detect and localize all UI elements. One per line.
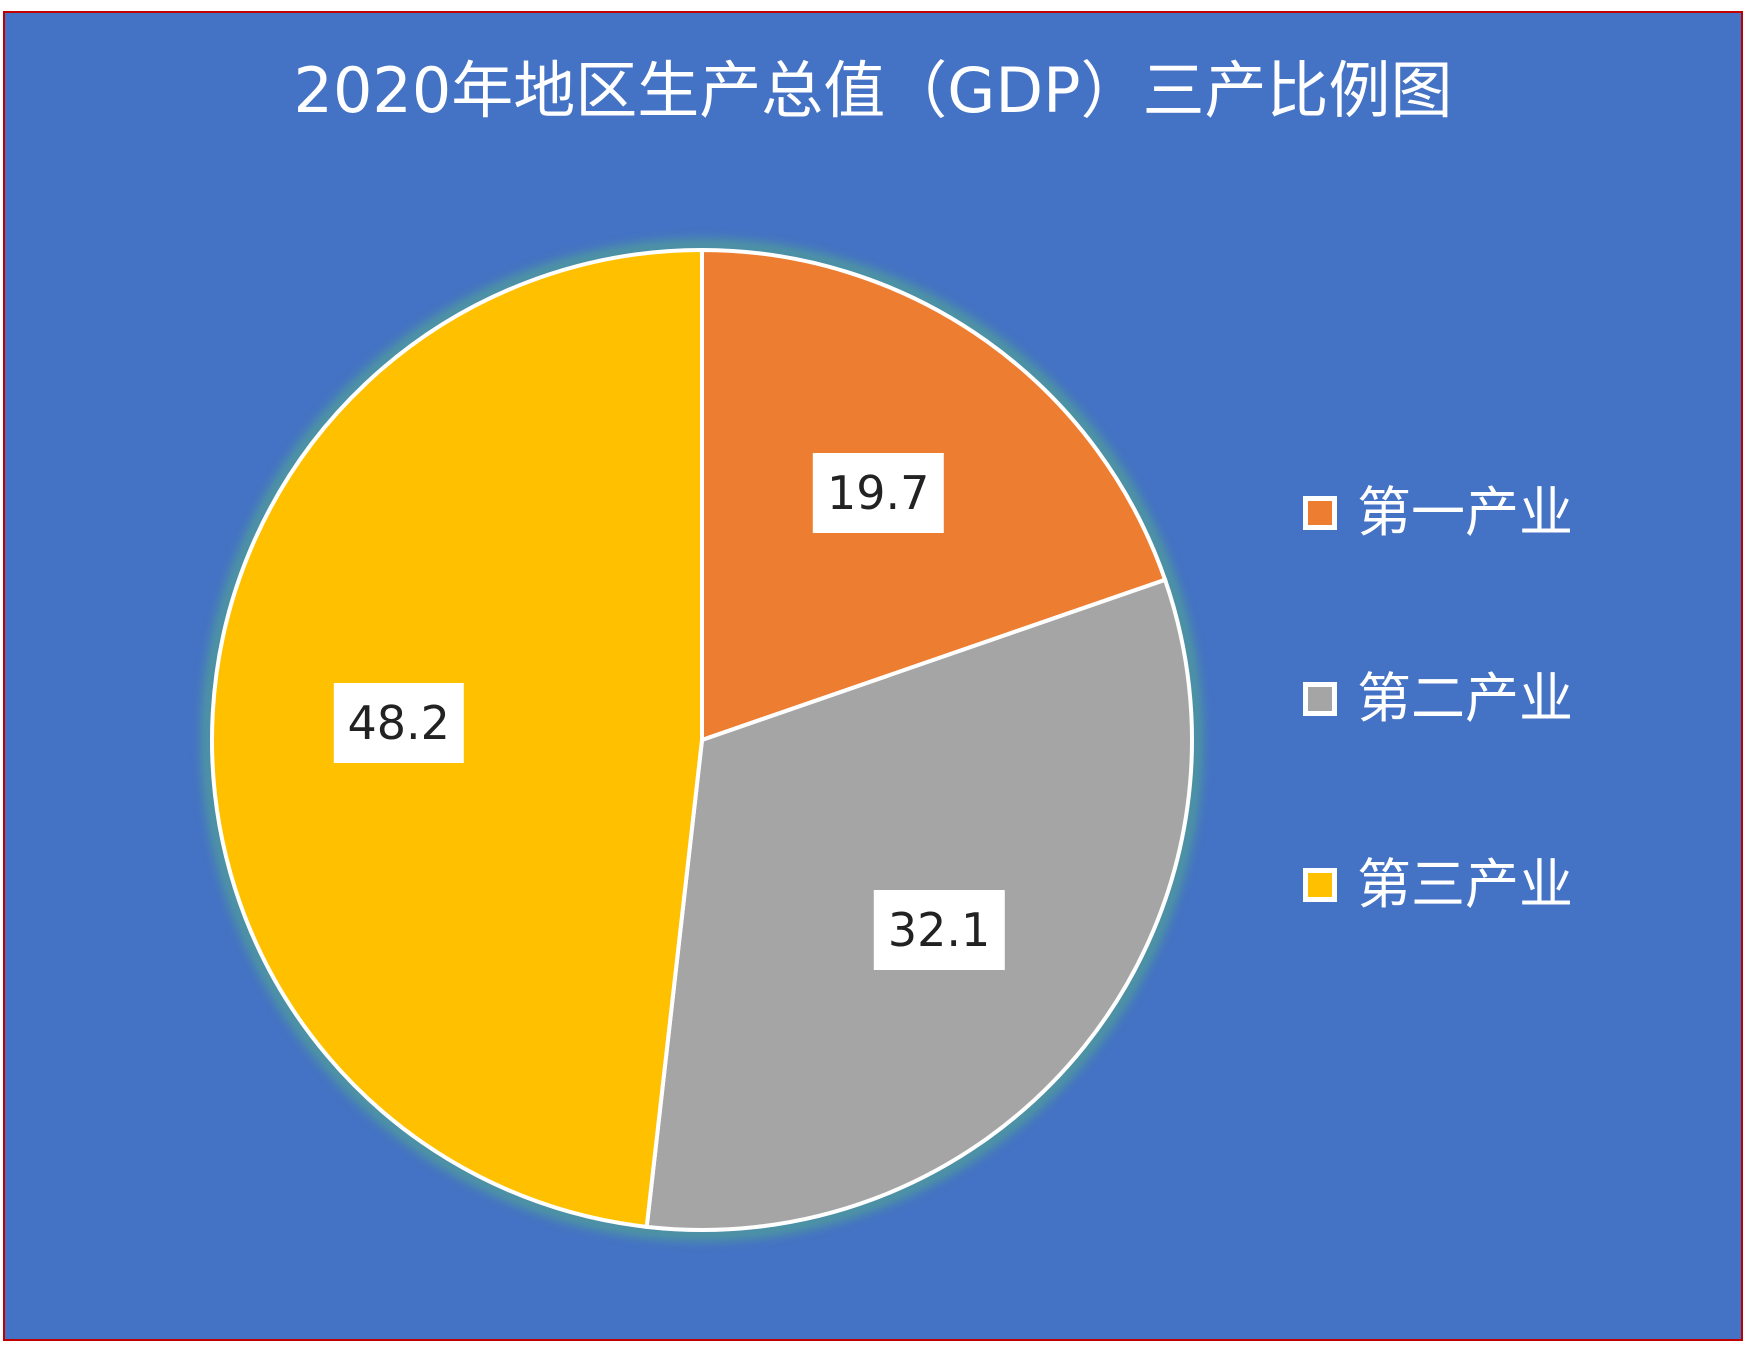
- legend-label: 第三产业: [1357, 853, 1573, 916]
- data-label: 19.7: [813, 452, 944, 533]
- legend-item[interactable]: 第二产业: [1303, 654, 1573, 744]
- data-label: 32.1: [873, 889, 1005, 970]
- data-label: 48.2: [333, 682, 464, 763]
- pie-glow: [203, 241, 1201, 1239]
- chart-frame: 2020年地区生产总值（GDP）三产比例图 19.7 32.1 48.2 第一产业 …: [3, 11, 1743, 1341]
- chart-title: 2020年地区生产总值（GDP）三产比例图: [293, 54, 1453, 127]
- legend-label: 第二产业: [1357, 667, 1573, 730]
- legend-label: 第一产业: [1357, 481, 1573, 544]
- legend-swatch: [1303, 682, 1337, 716]
- legend-swatch: [1303, 496, 1337, 530]
- legend: 第一产业 第二产业 第三产业: [1303, 468, 1573, 1026]
- legend-item[interactable]: 第一产业: [1303, 468, 1573, 558]
- legend-item[interactable]: 第三产业: [1303, 840, 1573, 930]
- legend-swatch: [1303, 868, 1337, 902]
